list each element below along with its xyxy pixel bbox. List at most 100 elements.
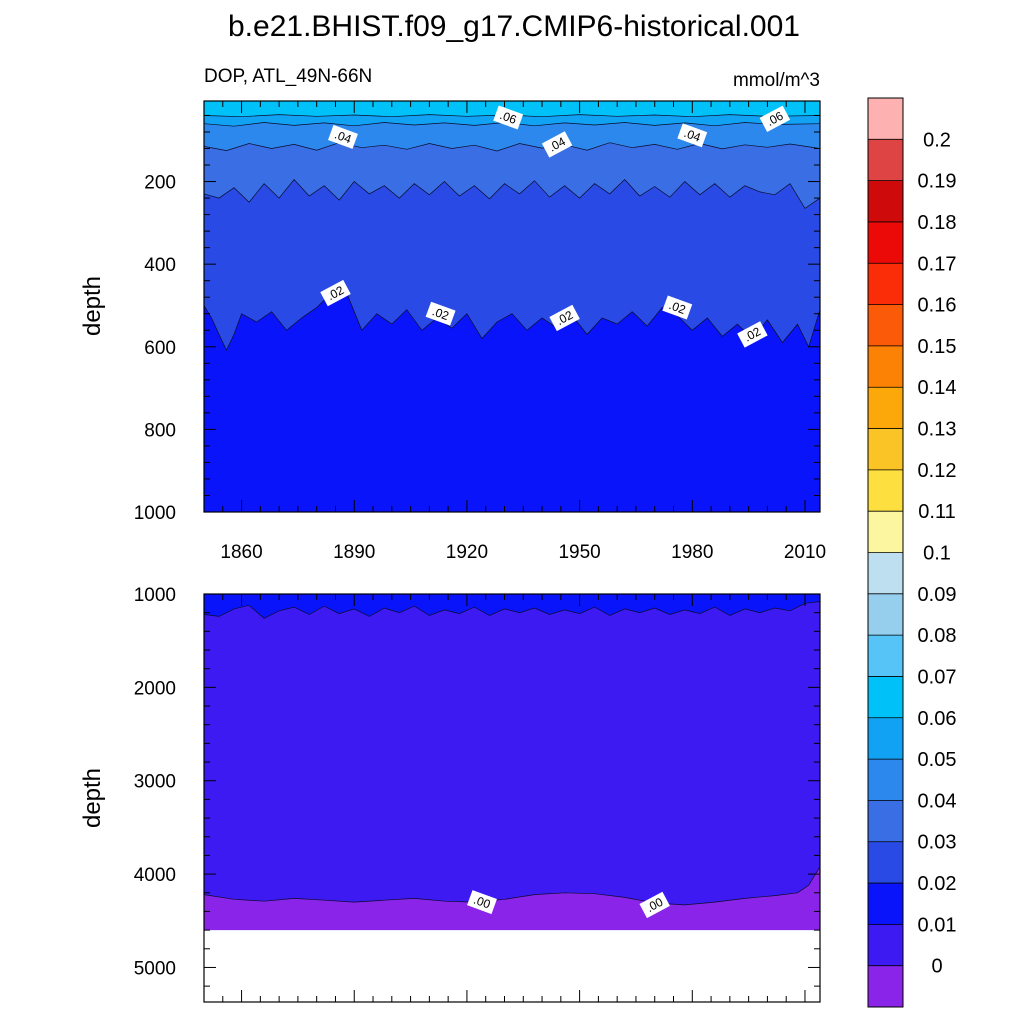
contour-label-box xyxy=(493,105,524,130)
contour-band-0-0.01 xyxy=(204,601,820,905)
contour-label: .00 xyxy=(639,891,670,919)
colorbar-label: 0.03 xyxy=(918,832,957,854)
colorbar-box xyxy=(868,139,903,181)
colorbar-label: 0.16 xyxy=(918,295,957,317)
colorbar-label: 0.04 xyxy=(918,790,957,812)
contour-band-0.04-0.05 xyxy=(204,122,820,151)
y-tick-label: 1000 xyxy=(134,503,176,524)
colorbar-box xyxy=(868,428,903,471)
colorbar-label: 0.15 xyxy=(918,336,957,358)
colorbar-label: 0.2 xyxy=(923,129,951,151)
contour-label-box xyxy=(639,891,670,919)
contour-line-0.03 xyxy=(203,178,821,209)
contour-label: .00 xyxy=(467,890,497,915)
y-tick-label: 3000 xyxy=(134,772,176,793)
contour-label-box xyxy=(467,890,497,915)
plot-frame xyxy=(203,100,821,513)
colorbar-box xyxy=(868,345,903,388)
colorbar-box xyxy=(868,469,903,512)
x-tick-label: 1860 xyxy=(220,542,262,563)
contour-line-0.01 xyxy=(203,601,821,619)
contour-label: .04 xyxy=(328,124,358,149)
contour-label-box xyxy=(425,301,456,326)
contour-label: .02 xyxy=(425,301,456,326)
colorbar-label: 0.05 xyxy=(918,749,957,771)
figure-title: b.e21.BHIST.f09_g17.CMIP6-historical.001 xyxy=(228,10,800,43)
y-tick-label: 4000 xyxy=(134,865,176,886)
colorbar-box xyxy=(868,387,903,429)
colorbar-box xyxy=(868,511,903,553)
colorbar-label: 0.18 xyxy=(918,212,957,234)
colorbar-label: 0.14 xyxy=(918,377,957,399)
colorbar: 0 0.01 0.02 0.03 0.04 0.05 0.06 0.07 0.08 0.09 0.1… xyxy=(867,97,957,1008)
contour-label: .02 xyxy=(320,279,351,307)
colorbar-box xyxy=(868,552,903,595)
contour-label-text: .06 xyxy=(498,108,519,127)
contour-label: .04 xyxy=(541,131,573,158)
contour-label: .04 xyxy=(677,123,708,148)
x-tick-label: 2010 xyxy=(784,542,826,563)
colorbar-box xyxy=(868,759,903,801)
y-tick-label: 2000 xyxy=(134,678,176,699)
contour-label-box xyxy=(541,131,573,158)
y-tick-label: 400 xyxy=(144,255,176,276)
contour-label-box xyxy=(549,304,580,332)
x-tick-label: 1980 xyxy=(671,542,713,563)
colorbar-box xyxy=(868,635,903,677)
upper-depth-time-panel: .06 .06 .04 .04 .04 .02 .02 .02 .02 .02 200 400 600 8… xyxy=(79,100,826,563)
colorbar-box xyxy=(868,965,903,1008)
x-tick-label: 1950 xyxy=(558,542,600,563)
contour-label-text: .04 xyxy=(682,126,703,145)
contour-label-text: .02 xyxy=(430,304,451,323)
contour-label: .06 xyxy=(759,105,791,132)
contour-band-0.01-0.02 xyxy=(204,594,820,619)
contour-band-0.03-0.04 xyxy=(204,142,820,209)
contour-band-0.06-0.07 xyxy=(204,101,820,117)
colorbar-label: 0.01 xyxy=(918,914,957,936)
colorbar-box xyxy=(868,883,903,925)
lower-depth-time-panel: .00 .00 1000 2000 3000 4000 5000 depth xyxy=(79,585,821,1003)
contour-label-box xyxy=(677,123,708,148)
contour-label-text: .00 xyxy=(472,893,493,912)
colorbar-label: 0.02 xyxy=(918,873,957,895)
colorbar-label: 0.19 xyxy=(918,171,957,193)
colorbar-label: 0.08 xyxy=(918,625,957,647)
colorbar-box xyxy=(868,800,903,843)
contour-label-box xyxy=(759,105,791,132)
colorbar-label: 0 xyxy=(931,956,942,978)
colorbar-label: 0.07 xyxy=(918,666,957,688)
y-axis-label: depth xyxy=(79,768,106,828)
panel-left-subtitle: DOP, ATL_49N-66N xyxy=(204,66,372,87)
contour-band-0.01-0.02 xyxy=(204,285,820,512)
colorbar-label: 0.11 xyxy=(918,501,955,523)
x-tick-label: 1890 xyxy=(333,542,375,563)
colorbar-box xyxy=(868,263,903,305)
colorbar-box xyxy=(868,717,903,760)
colorbar-label: 0.1 xyxy=(923,543,951,565)
y-tick-label: 1000 xyxy=(134,585,176,606)
colorbar-box xyxy=(868,924,903,966)
colorbar-box xyxy=(868,221,903,264)
y-tick-label: 800 xyxy=(144,420,176,441)
contour-label: .02 xyxy=(662,295,693,320)
contour-label: .02 xyxy=(549,304,580,332)
colorbar-box xyxy=(868,98,903,140)
contour-line-0.04 xyxy=(203,142,821,152)
colorbar-box xyxy=(868,180,903,223)
y-tick-label: 600 xyxy=(144,338,176,359)
colorbar-label: 0.12 xyxy=(918,460,957,482)
colorbar-label: 0.09 xyxy=(918,584,957,606)
colorbar-box xyxy=(868,593,903,636)
contour-label-box xyxy=(737,321,768,348)
y-tick-label: 5000 xyxy=(134,958,176,979)
colorbar-box xyxy=(868,676,903,719)
y-axis-label: depth xyxy=(79,276,106,336)
contour-label-box xyxy=(320,279,351,307)
contour-label-text: .04 xyxy=(333,127,354,146)
colorbar-box xyxy=(868,841,903,884)
colorbar-label: 0.17 xyxy=(918,253,957,275)
y-tick-label: 200 xyxy=(144,173,176,194)
plot-frame xyxy=(203,593,821,1003)
contour-label: .06 xyxy=(493,105,524,130)
contour-line-0.02 xyxy=(203,285,821,351)
